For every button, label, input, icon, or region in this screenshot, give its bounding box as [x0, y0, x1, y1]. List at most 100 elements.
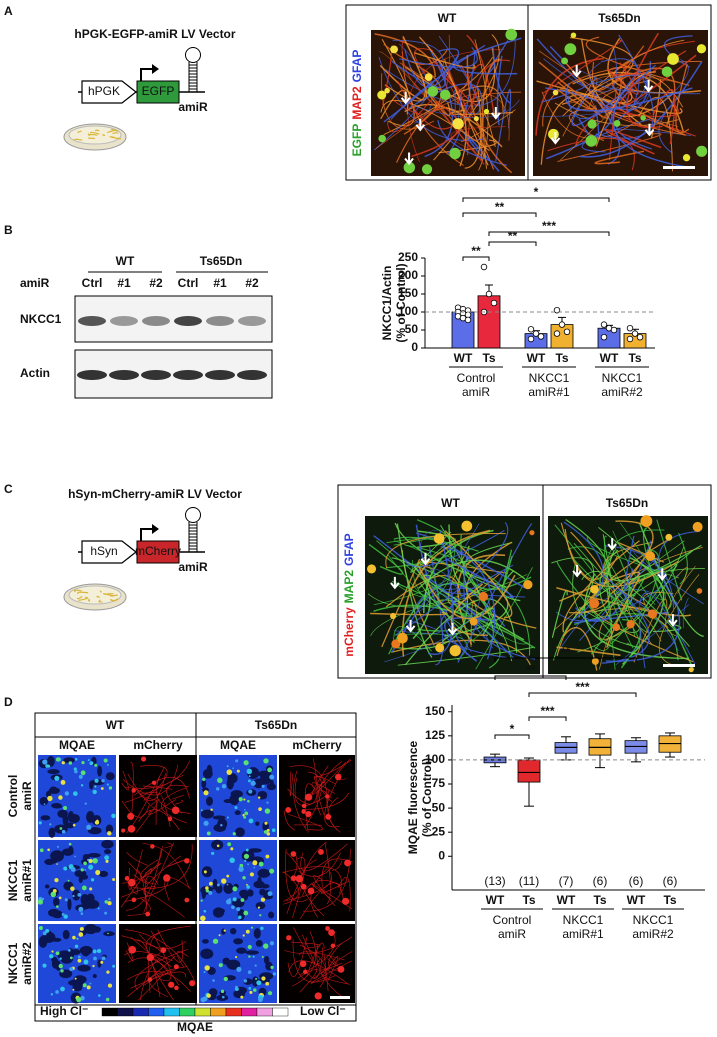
cell-body: [449, 147, 461, 160]
y-axis-label: NKCC1/Actin: [380, 266, 394, 341]
mcherry-neurite: [313, 875, 336, 907]
mcherry-neurite: [323, 954, 329, 992]
neurite: [381, 558, 421, 648]
mqae-signal: [263, 943, 269, 949]
mqae-signal: [243, 979, 248, 983]
mqae-signal: [106, 783, 109, 786]
cell-body: [613, 119, 621, 127]
lane-label: Ctrl: [178, 276, 199, 290]
mqae-signal: [80, 912, 84, 915]
mqae-signal: [47, 795, 53, 802]
scale-label: Low Cl⁻: [300, 1004, 346, 1018]
dish-cells: [109, 598, 119, 602]
dark-cell: [63, 757, 75, 764]
mqae-signal: [235, 759, 239, 763]
mqae-signal: [42, 759, 48, 765]
dark-cell: [257, 770, 272, 778]
y-tick-label: 100: [398, 304, 418, 318]
mqae-signal: [267, 891, 273, 897]
dark-cell: [87, 853, 101, 858]
mqae-signal: [81, 761, 85, 765]
y-tick-label: 250: [398, 250, 418, 264]
mqae-signal: [231, 905, 235, 910]
mcherry-neurite: [300, 843, 348, 871]
mcherry-neurite: [283, 870, 333, 902]
data-point: [558, 321, 566, 328]
mcherry-neurite: [121, 800, 150, 818]
neurite: [474, 39, 489, 171]
neurite: [437, 120, 508, 166]
mcherry-neurite: [145, 875, 159, 905]
mqae-signal: [267, 991, 273, 996]
neurite: [556, 646, 621, 656]
cell-body: [529, 530, 535, 536]
cell-body: [564, 43, 577, 56]
mqae-signal: [55, 757, 61, 762]
mqae-signal: [107, 932, 109, 935]
dish-cells: [109, 136, 115, 138]
mqae-image: [38, 755, 116, 837]
y-tick-label: 0: [438, 848, 445, 862]
mqae-signal: [42, 931, 47, 936]
band: [206, 316, 234, 326]
mcherry-neurite: [128, 849, 143, 890]
mqae-signal: [223, 929, 226, 932]
mcherry-neurite: [288, 960, 349, 985]
mcherry-neurite: [288, 813, 323, 831]
neurite: [393, 536, 479, 552]
mcherry-neurite: [126, 852, 148, 866]
data-point: [563, 328, 571, 335]
mqae-signal: [218, 934, 221, 937]
arrow: [415, 118, 426, 132]
neurite: [663, 35, 693, 68]
mqae-signal: [101, 779, 105, 783]
significance-label: **: [471, 244, 481, 258]
neurite: [496, 55, 503, 126]
mqae-signal: [200, 915, 206, 922]
mcherry-cell: [145, 911, 151, 917]
mcherry-neurite: [133, 777, 190, 799]
mqae-signal: [244, 859, 247, 862]
mqae-signal: [41, 897, 45, 901]
mcherry-cell: [335, 773, 342, 781]
group-label: NKCC1: [602, 371, 643, 385]
mqae-signal: [74, 944, 79, 949]
mqae-signal: [88, 859, 93, 864]
mqae-signal: [54, 775, 60, 781]
cell-body: [523, 580, 533, 590]
channel-label: mCherry: [133, 738, 183, 752]
mqae-signal: [243, 760, 249, 766]
lane-label: #1: [213, 276, 227, 290]
mqae-signal: [77, 893, 82, 897]
data-point: [610, 326, 618, 334]
dark-cell: [105, 772, 115, 781]
mqae-signal: [247, 944, 252, 950]
dish-cells: [104, 593, 114, 596]
n-label: (7): [559, 874, 574, 888]
dish-cells: [103, 593, 115, 597]
mqae-signal: [86, 985, 91, 990]
cell-body: [390, 612, 397, 620]
data-point: [631, 330, 639, 337]
mqae-signal: [226, 816, 229, 819]
mqae-signal: [89, 887, 93, 891]
mqae-signal: [222, 995, 225, 999]
cell-body: [378, 134, 386, 143]
neurite: [373, 39, 444, 151]
mcherry-cell: [184, 858, 190, 864]
cell-body: [591, 657, 599, 665]
y-axis-label: (% of Control): [394, 263, 408, 342]
lane-label: Ctrl: [82, 276, 103, 290]
mcherry-cell: [171, 806, 180, 815]
mqae-signal: [108, 897, 111, 901]
neurite: [538, 61, 598, 111]
dark-cell: [86, 893, 95, 904]
dark-cell: [72, 983, 83, 992]
significance-bracket: [462, 212, 537, 217]
mqae-signal: [96, 948, 102, 954]
significance-bracket: [528, 692, 637, 697]
mcherry-cell: [344, 859, 352, 867]
group-label: amiR#2: [632, 927, 674, 941]
neurite: [411, 74, 467, 158]
